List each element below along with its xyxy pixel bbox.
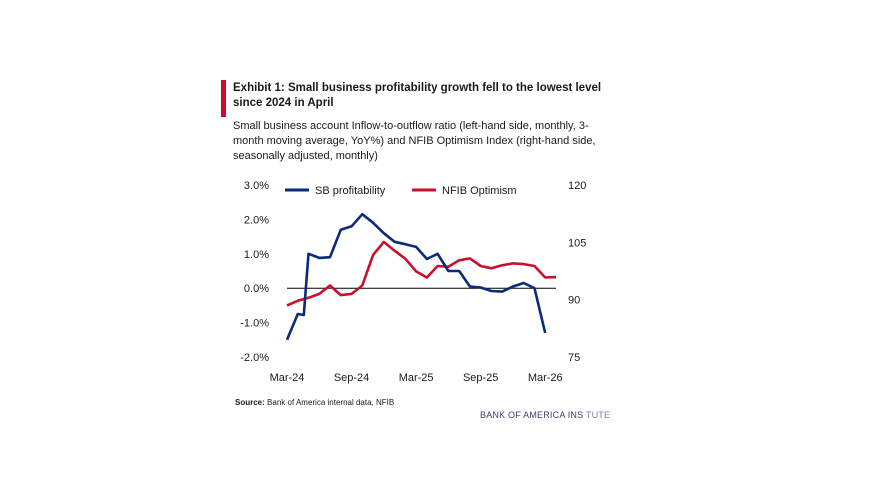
y-right-tick-label: 120 <box>568 180 586 192</box>
x-tick-label: Sep-25 <box>463 372 498 384</box>
y-left-tick-label: 0.0% <box>244 283 269 295</box>
source-text: Bank of America internal data, NFIB <box>267 398 395 407</box>
y-left-tick-label: -1.0% <box>240 318 269 330</box>
x-tick-label: Mar-24 <box>270 372 305 384</box>
legend-label: NFIB Optimism <box>442 185 517 197</box>
y-right-tick-label: 75 <box>568 352 580 364</box>
brand-light: TUTE <box>585 410 611 420</box>
legend-label: SB profitability <box>315 185 386 197</box>
chart-axes: -2.0% -1.0% 0.0% 1.0% 2.0% 3.0% 75 90 105 120 Mar-… <box>240 180 586 384</box>
accent-bar <box>221 80 226 117</box>
sb-profitability-line <box>285 212 547 341</box>
x-tick-label: Mar-26 <box>528 372 563 384</box>
brand-dark: BANK OF AMERICA INS <box>480 410 584 420</box>
y-left-tick-label: 2.0% <box>244 214 269 226</box>
chart-legend: SB profitability NFIB Optimism <box>285 185 517 197</box>
source-label: Source: <box>235 398 265 407</box>
x-tick-label: Mar-25 <box>399 372 434 384</box>
exhibit-title: Exhibit 1: Small business profitability … <box>233 82 602 109</box>
brand-logo-text: BANK OF AMERICA INS TUTE <box>480 410 610 420</box>
y-left-tick-label: 3.0% <box>244 180 269 192</box>
y-right-tick-label: 105 <box>568 237 586 249</box>
y-right-tick-label: 90 <box>568 295 580 307</box>
x-tick-label: Sep-24 <box>334 372 369 384</box>
source-note: Source: Bank of America internal data, N… <box>235 398 394 407</box>
nfib-optimism-line <box>286 240 557 307</box>
chart-series <box>285 212 557 341</box>
exhibit-subtitle: Small business account Inflow-to-outflow… <box>233 120 596 162</box>
y-left-tick-label: 1.0% <box>244 249 269 261</box>
y-left-tick-label: -2.0% <box>240 352 269 364</box>
